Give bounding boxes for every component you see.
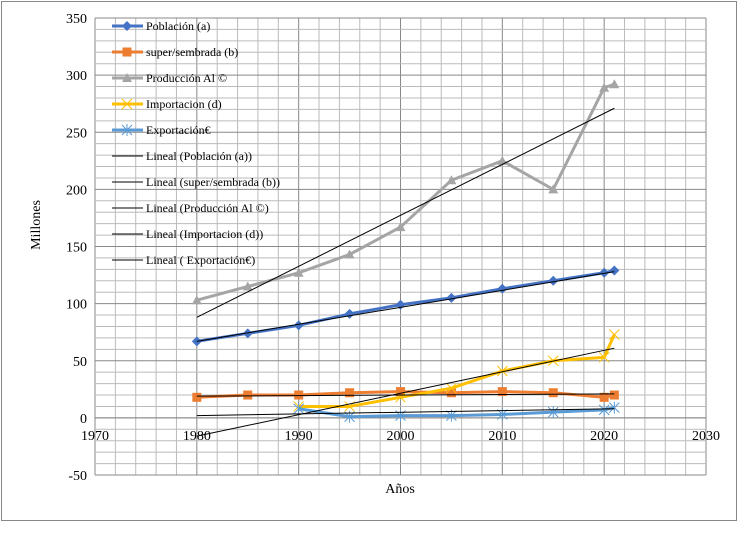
x-tick-label: 1990	[285, 429, 313, 444]
data-point	[446, 175, 457, 185]
y-tick-label: 350	[66, 12, 87, 27]
legend-marker	[122, 47, 132, 57]
legend-marker	[121, 98, 133, 110]
data-point	[497, 155, 508, 165]
data-point	[345, 388, 355, 398]
legend-label: Lineal (Importacion (d))	[146, 227, 263, 241]
data-point	[599, 392, 609, 402]
x-tick-label: 2030	[692, 429, 720, 444]
trendline-2	[196, 107, 615, 318]
legend-label: Población (a)	[146, 19, 210, 33]
x-axis-title: Años	[385, 482, 415, 497]
data-point	[242, 281, 253, 291]
trendline-1	[196, 393, 615, 397]
trendline-4	[196, 408, 615, 417]
legend-marker	[121, 124, 133, 136]
y-tick-label: 150	[66, 241, 87, 256]
legend-label: Lineal (Población (a))	[146, 149, 252, 163]
data-point	[191, 295, 202, 305]
x-tick-label: 2010	[488, 429, 516, 444]
y-tick-label: -50	[68, 469, 87, 484]
trendline-3	[196, 347, 615, 437]
data-point	[192, 392, 202, 402]
legend-marker	[122, 21, 132, 31]
data-point	[344, 308, 355, 319]
x-tick-label: 1980	[183, 429, 211, 444]
data-point	[609, 79, 620, 89]
y-tick-label: 200	[66, 183, 87, 198]
data-point	[609, 265, 620, 276]
data-point	[496, 365, 508, 377]
legend-label: Lineal ( Exportación€)	[146, 253, 255, 267]
data-point	[547, 406, 559, 419]
x-tick-label: 2020	[590, 429, 618, 444]
data-point	[598, 403, 610, 416]
data-point	[548, 388, 558, 398]
series-line-4	[298, 406, 615, 419]
data-point	[497, 387, 507, 397]
data-point	[395, 222, 406, 232]
data-point	[608, 401, 620, 414]
data-point	[446, 292, 457, 303]
y-tick-label: 0	[80, 412, 87, 427]
legend-marker	[122, 73, 132, 82]
data-point	[344, 249, 355, 259]
data-point	[497, 283, 508, 294]
series-line-0	[196, 269, 615, 343]
data-point	[598, 351, 610, 363]
legend-label: super/sembrada (b)	[146, 45, 238, 59]
legend-label: Producción Al ©	[146, 71, 227, 85]
data-point	[608, 329, 620, 340]
data-point	[293, 267, 304, 277]
data-point	[599, 267, 610, 278]
legend-label: Lineal (Producción Al ©)	[146, 201, 269, 215]
legend-label: Importacion (d)	[146, 97, 222, 111]
data-point	[599, 82, 610, 92]
y-tick-label: 100	[66, 298, 87, 313]
legend-label: Exportación€	[146, 123, 211, 137]
legend-label: Lineal (super/sembrada (b))	[146, 175, 280, 189]
data-point	[293, 320, 304, 331]
series-line-3	[298, 333, 616, 408]
data-point	[294, 390, 304, 400]
trendline-0	[196, 271, 615, 342]
y-axis-title: Millones	[29, 200, 44, 250]
x-tick-label: 1970	[81, 429, 109, 444]
y-tick-label: 250	[66, 126, 87, 141]
y-tick-label: 300	[66, 69, 87, 84]
data-point	[243, 390, 253, 400]
data-point	[548, 184, 559, 194]
data-point	[446, 388, 456, 398]
data-point	[293, 402, 305, 415]
data-point	[609, 390, 619, 400]
data-point	[396, 387, 405, 397]
data-point	[548, 275, 559, 286]
data-point	[446, 382, 457, 394]
x-tick-label: 2000	[387, 429, 415, 444]
y-tick-label: 50	[73, 355, 87, 370]
